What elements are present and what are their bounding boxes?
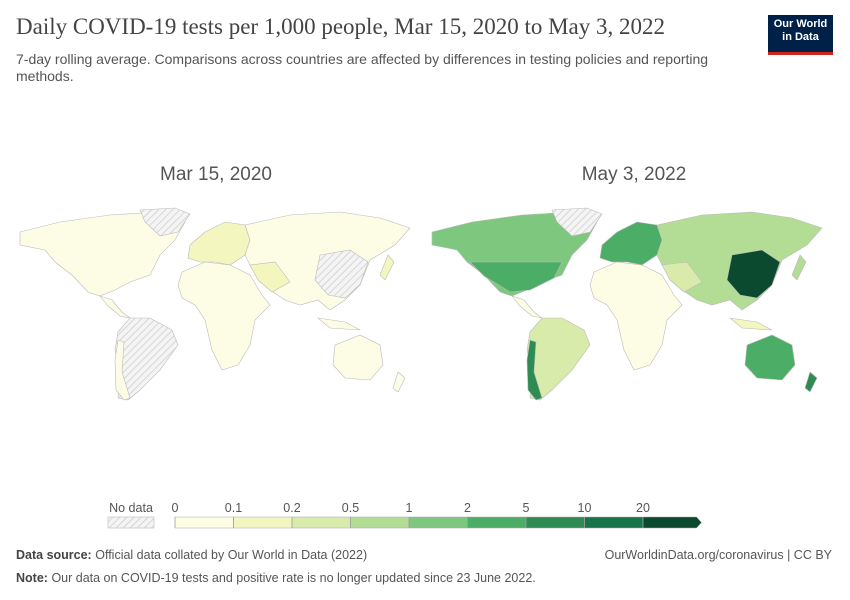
- legend-tick-label: 10: [578, 501, 592, 515]
- legend-no-data-label: No data: [109, 501, 153, 515]
- source-text: Official data collated by Our World in D…: [95, 548, 368, 562]
- source-url[interactable]: OurWorldinData.org/coronavirus | CC BY: [604, 548, 832, 562]
- logo-line: in Data: [782, 31, 819, 43]
- legend-tick-label: 5: [523, 501, 530, 515]
- subtitle: 7-day rolling average. Comparisons acros…: [16, 51, 709, 84]
- legend-no-data-swatch: [107, 516, 155, 529]
- legend-swatch: [525, 516, 585, 529]
- legend-swatch: [291, 516, 351, 529]
- logo-line: Our World: [773, 18, 828, 30]
- map-left: [19, 207, 411, 401]
- legend-swatch: [408, 516, 468, 529]
- legend-tick-label: 20: [636, 501, 650, 515]
- note-text: Our data on COVID-19 tests and positive …: [51, 571, 536, 585]
- maps: Mar 15, 2020 May 3, 2022 No data 0 0.1 0.2…: [19, 164, 823, 529]
- source-label: Data source:: [16, 548, 92, 562]
- legend-tick-label: 2: [464, 501, 471, 515]
- note-label: Note:: [16, 571, 48, 585]
- note: Note: Our data on COVID-19 tests and pos…: [16, 571, 536, 585]
- legend-swatch: [642, 516, 702, 529]
- title: Daily COVID-19 tests per 1,000 people, M…: [16, 14, 666, 39]
- map-title: May 3, 2022: [582, 164, 687, 185]
- legend-swatch: [350, 516, 410, 529]
- legend-swatch: [233, 516, 293, 529]
- map-right: [431, 207, 823, 401]
- legend-tick-label: 0.5: [342, 501, 359, 515]
- legend-swatch: [584, 516, 644, 529]
- source: Data source: Official data collated by O…: [16, 548, 367, 562]
- map-title: Mar 15, 2020: [160, 164, 272, 185]
- legend-tick-label: 1: [406, 501, 413, 515]
- legend-swatch: [174, 516, 234, 529]
- legend-tick-label: 0.2: [283, 501, 300, 515]
- legend-tick-label: 0.1: [225, 501, 242, 515]
- logo[interactable]: Our World in Data: [768, 15, 833, 55]
- legend-swatch: [467, 516, 527, 529]
- legend-tick-label: 0: [172, 501, 179, 515]
